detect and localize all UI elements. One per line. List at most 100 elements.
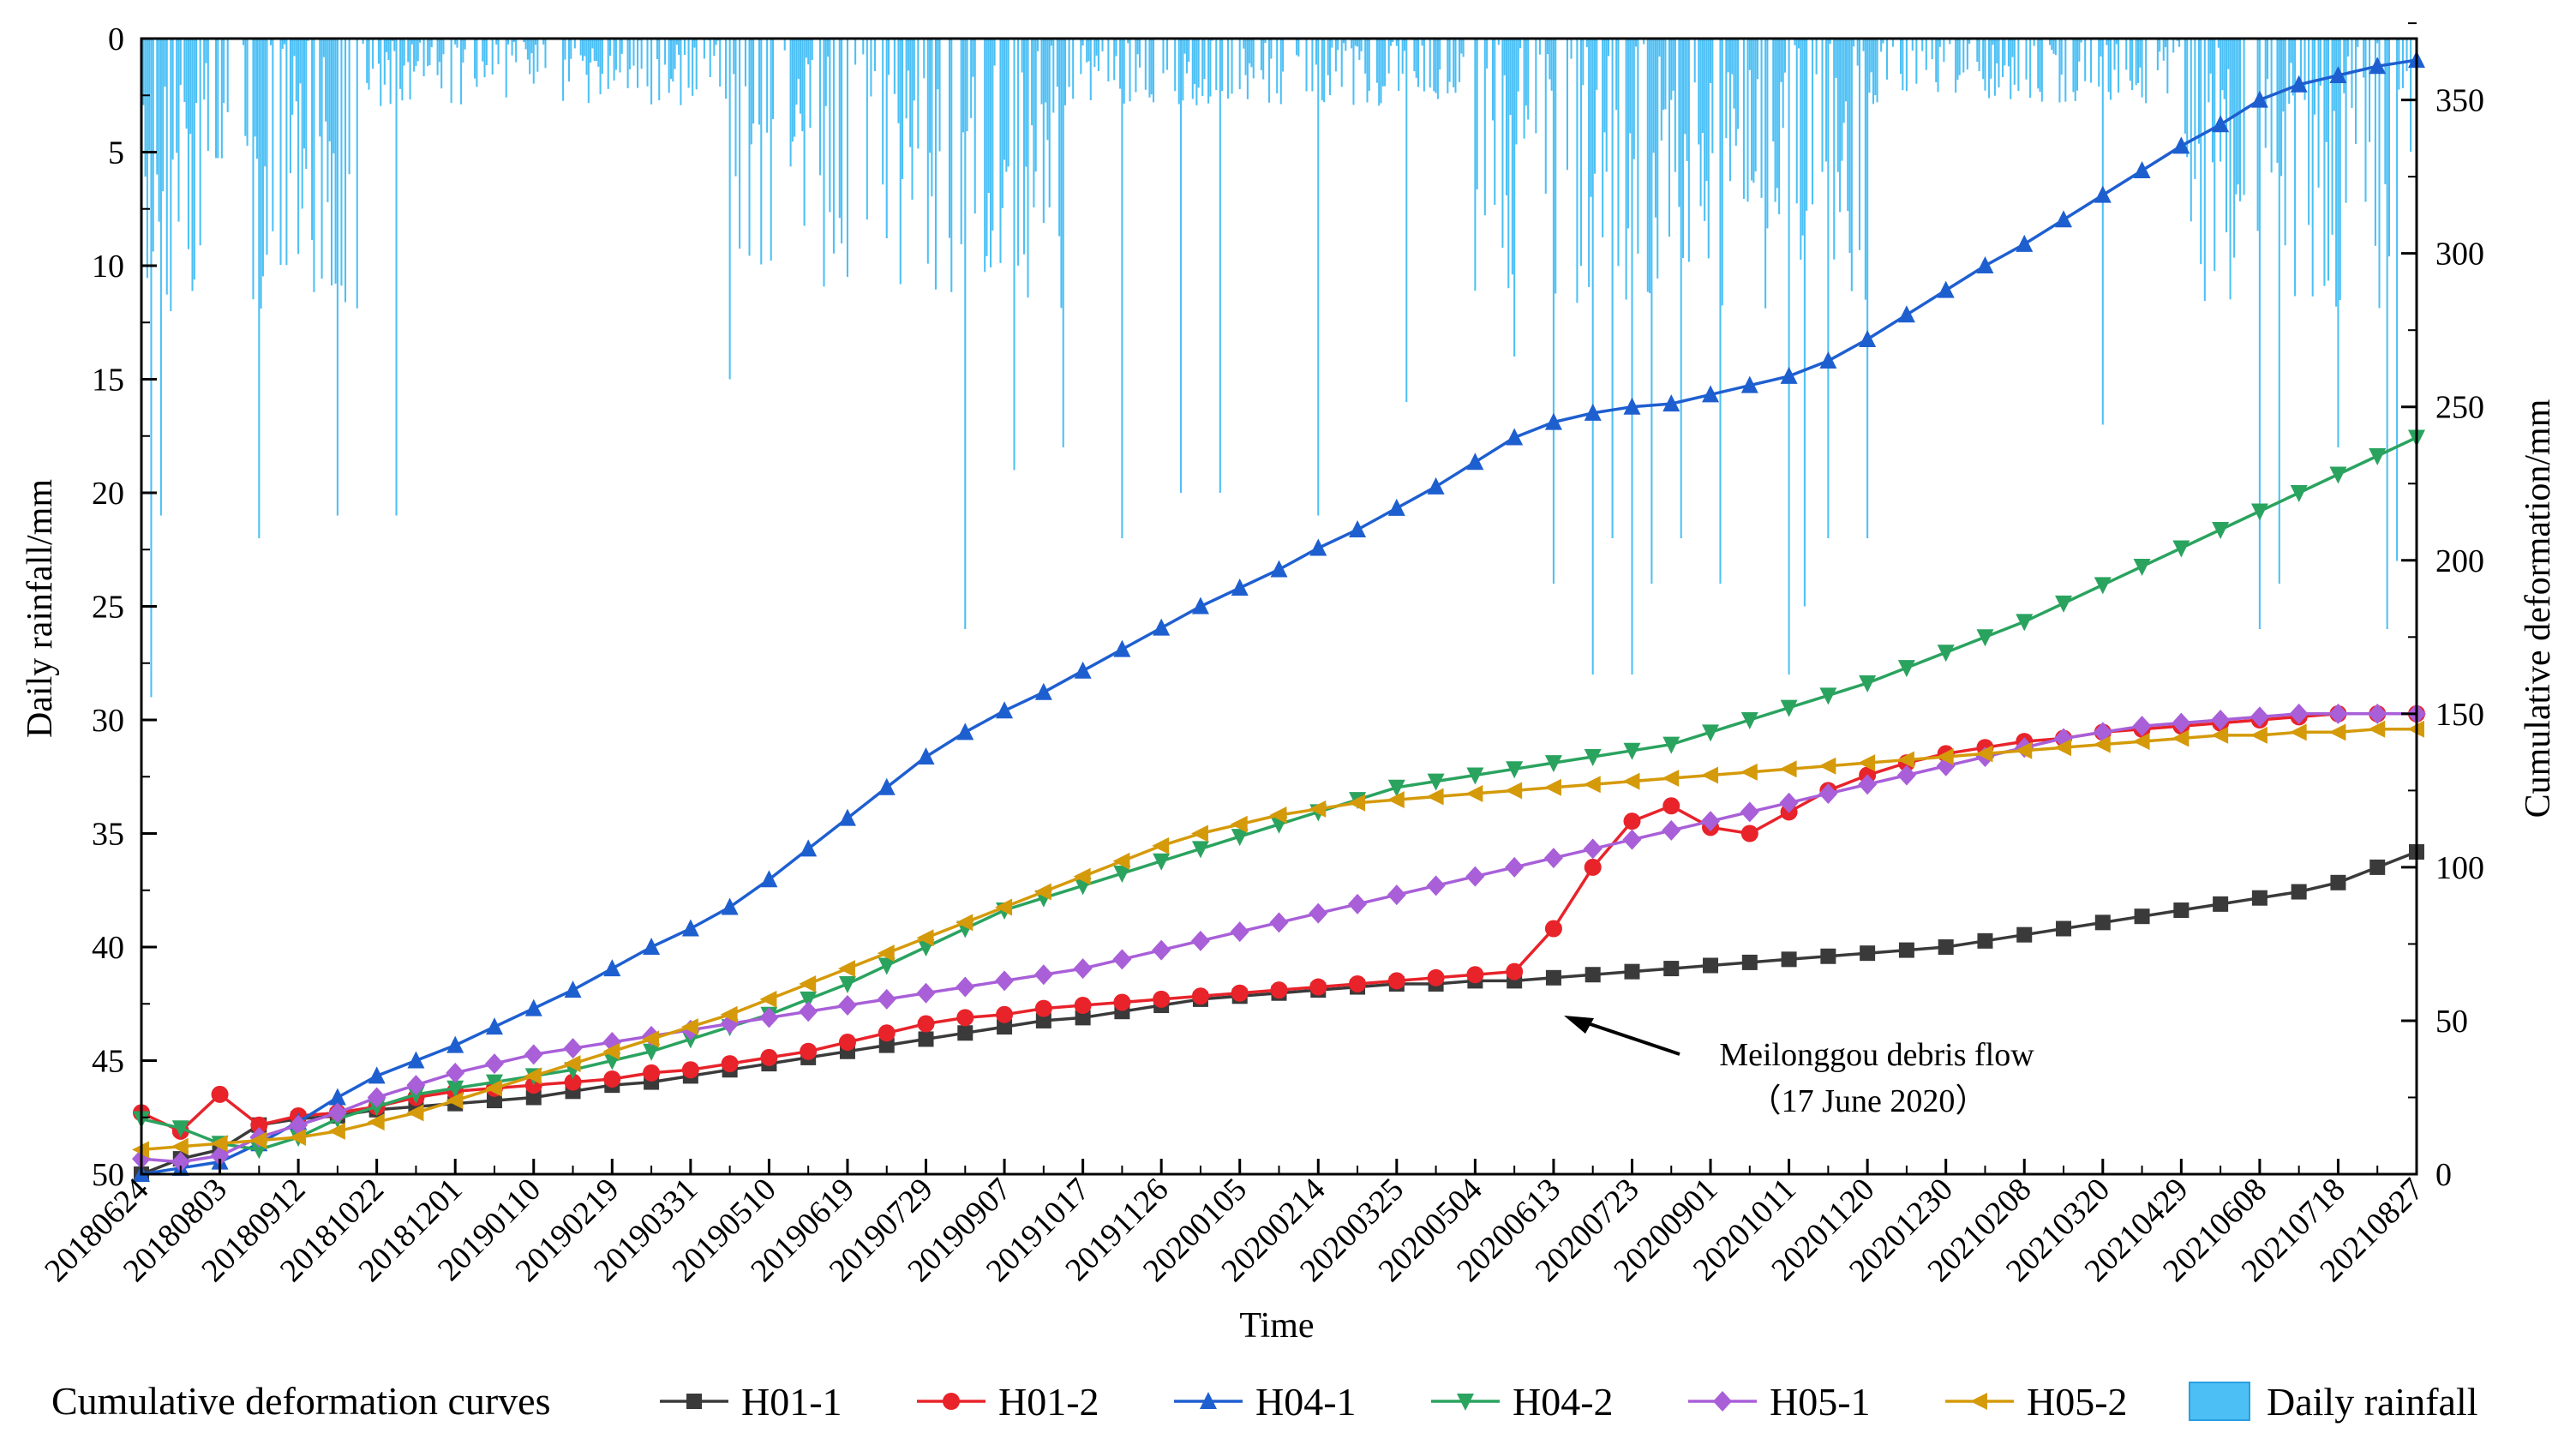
rainfall-bar — [260, 39, 262, 309]
rainfall-bar — [2190, 39, 2192, 222]
series-marker — [917, 1015, 935, 1033]
series-marker — [1662, 819, 1681, 841]
rainfall-bar — [1415, 39, 1417, 78]
series-marker — [2368, 720, 2386, 738]
rainfall-bar — [1672, 39, 1674, 91]
series-marker — [211, 1085, 229, 1103]
rainfall-bar — [1264, 39, 1267, 44]
series-marker — [1427, 477, 1445, 495]
rainfall-bar — [150, 39, 153, 698]
rainfall-bar — [1389, 39, 1392, 46]
rainfall-bar — [372, 39, 374, 69]
series-marker — [1859, 329, 1877, 347]
rainfall-bar — [1276, 39, 1279, 94]
rainfall-bar — [195, 39, 198, 104]
rainfall-bar — [436, 39, 439, 75]
rainfall-bar — [1384, 39, 1387, 87]
rainfall-bar — [2064, 39, 2067, 102]
series-marker — [2369, 859, 2386, 875]
series-marker — [1740, 824, 1758, 842]
rainfall-bar — [1664, 39, 1667, 110]
series-marker — [2290, 75, 2308, 93]
rainfall-bar — [170, 39, 172, 311]
rainfall-bar — [672, 39, 674, 82]
rainfall-bar — [2337, 39, 2339, 447]
series-marker — [2093, 722, 2112, 743]
right-tick-label: 100 — [2435, 850, 2484, 886]
rainfall-bar — [2084, 39, 2087, 81]
rainfall-bar — [321, 39, 323, 279]
rainfall-bar — [1182, 39, 1184, 101]
rainfall-bar — [1050, 39, 1053, 46]
series-marker — [1465, 866, 1485, 887]
legend-label: H05-1 — [1770, 1380, 1871, 1424]
series-marker — [721, 897, 739, 915]
rainfall-bar — [2052, 39, 2055, 54]
rainfall-bar — [1935, 39, 1938, 82]
rainfall-bar — [2303, 39, 2306, 100]
rainfall-bar — [870, 39, 872, 97]
rainfall-bar — [1194, 39, 1196, 85]
rainfall-bar — [573, 39, 576, 49]
rainfall-bar — [1052, 39, 1055, 113]
series-marker — [681, 919, 699, 937]
rainfall-bar — [1501, 39, 1504, 249]
rainfall-bar — [1591, 39, 1594, 675]
rainfall-bar — [2217, 39, 2220, 48]
rainfall-bar — [829, 39, 831, 213]
rainfall-bar — [1654, 39, 1656, 218]
series-marker — [1073, 958, 1093, 980]
series-marker — [838, 808, 856, 826]
rainfall-bar — [1643, 39, 1645, 45]
series-marker — [1231, 829, 1249, 847]
rainfall-bar — [2162, 39, 2165, 61]
series-marker — [289, 1114, 309, 1136]
series-marker — [800, 1042, 818, 1060]
series-marker — [1937, 280, 1955, 298]
series-marker — [2212, 521, 2230, 539]
rainfall-bar — [526, 39, 529, 60]
rainfall-bar — [1778, 39, 1781, 215]
series-marker — [1505, 856, 1525, 878]
rainfall-bar — [1429, 39, 1431, 88]
rainfall-bar — [2369, 39, 2371, 142]
rainfall-bar — [1152, 39, 1155, 103]
series-marker — [2250, 726, 2267, 744]
rainfall-bar — [599, 39, 602, 94]
rainfall-bar — [1515, 39, 1518, 145]
rainfall-bar — [783, 39, 786, 51]
rainfall-bar — [911, 39, 914, 200]
series-marker — [1584, 858, 1602, 876]
rainfall-bar — [926, 39, 929, 264]
rainfall-bar — [1725, 39, 1728, 139]
rainfall-bar — [2007, 39, 2010, 67]
rainfall-bar — [1279, 39, 1282, 105]
rainfall-bar — [305, 39, 308, 170]
rainfall-bar — [319, 39, 321, 137]
rainfall-bar — [1337, 39, 1339, 51]
series-marker — [2016, 926, 2033, 943]
rainfall-bar — [1833, 39, 1836, 260]
rainfall-bar — [632, 39, 635, 66]
series-marker — [877, 944, 895, 962]
series-marker — [171, 1151, 190, 1172]
rainfall-bar — [2072, 39, 2075, 93]
rainfall-bar — [1727, 39, 1729, 73]
series-marker — [800, 991, 818, 1009]
rainfall-bar — [1063, 39, 1067, 105]
rainfall-bar — [1380, 39, 1382, 104]
rainfall-bar — [410, 39, 413, 45]
legend-label: H01-1 — [741, 1380, 842, 1424]
rainfall-bar — [1238, 39, 1241, 90]
legend-item-h04-1: H04-1 — [1174, 1380, 1357, 1424]
rainfall-bar — [966, 39, 968, 132]
rainfall-bar — [937, 39, 939, 90]
rainfall-bar — [1297, 39, 1300, 57]
series-marker — [446, 1080, 464, 1098]
series-marker — [1544, 920, 1562, 938]
rainfall-bar — [1086, 39, 1088, 63]
rainfall-bar — [1003, 39, 1006, 160]
rainfall-bar — [1835, 39, 1837, 78]
rainfall-bar — [1590, 39, 1592, 197]
rainfall-bar — [1042, 39, 1045, 224]
